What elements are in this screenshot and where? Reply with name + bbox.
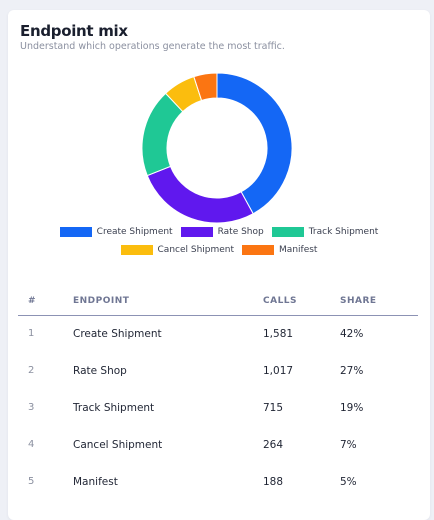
calls-cell: 188 [263, 475, 284, 488]
legend-swatch [271, 227, 304, 237]
endpoint-cell: Create Shipment [73, 327, 162, 340]
donut-slice-create-shipment[interactable] [216, 72, 293, 215]
share-cell: 7% [340, 438, 357, 451]
calls-cell: 715 [263, 401, 284, 414]
legend-swatch [242, 245, 275, 255]
legend-item[interactable]: Create Shipment [59, 227, 173, 237]
legend-label: Create Shipment [96, 227, 173, 237]
table-row: 3 Track Shipment 715 19% [18, 389, 418, 426]
card-title: Endpoint mix [20, 22, 128, 40]
endpoint-cell: Cancel Shipment [73, 438, 163, 451]
table-row: 2 Rate Shop 1,017 27% [18, 352, 418, 389]
column-header-rank: # [18, 288, 73, 316]
legend-item[interactable]: Manifest [242, 245, 317, 255]
legend-swatch [120, 245, 153, 255]
endpoint-cell: Manifest [73, 475, 118, 488]
table-row: 4 Cancel Shipment 264 7% [18, 426, 418, 463]
table-row: 1 Create Shipment 1,581 42% [18, 315, 418, 352]
column-header-endpoint: ENDPOINT [73, 288, 263, 316]
legend-swatch [59, 227, 92, 237]
calls-cell: 1,581 [263, 327, 294, 340]
card-subtitle: Understand which operations generate the… [20, 41, 285, 52]
donut-chart [141, 72, 293, 224]
share-cell: 42% [340, 327, 364, 340]
table-header-row: # ENDPOINT CALLS SHARE [18, 288, 418, 316]
legend-label: Manifest [279, 245, 318, 255]
calls-cell: 1,017 [263, 364, 294, 377]
chart-legend-row-1: Create Shipment Rate Shop Track Shipment [8, 227, 430, 237]
chart-legend-row-2: Cancel Shipment Manifest [8, 245, 430, 255]
endpoint-cell: Rate Shop [73, 364, 127, 377]
rank-cell: 1 [28, 328, 35, 340]
legend-label: Track Shipment [308, 227, 379, 237]
donut-slice-rate-shop[interactable] [146, 165, 254, 224]
endpoint-mix-card: Endpoint mix Understand which operations… [8, 10, 430, 520]
legend-label: Rate Shop [217, 227, 264, 237]
column-header-share: SHARE [340, 288, 418, 316]
legend-swatch [180, 227, 213, 237]
share-cell: 27% [340, 364, 364, 377]
share-cell: 5% [340, 475, 357, 488]
donut-slice-manifest[interactable] [193, 72, 218, 102]
table-row: 5 Manifest 188 5% [18, 463, 418, 500]
share-cell: 19% [340, 401, 364, 414]
legend-label: Cancel Shipment [157, 245, 235, 255]
endpoint-cell: Track Shipment [73, 401, 155, 414]
calls-cell: 264 [263, 438, 284, 451]
rank-cell: 5 [28, 476, 35, 487]
column-header-calls: CALLS [263, 288, 340, 316]
legend-item[interactable]: Rate Shop [180, 227, 264, 237]
rank-cell: 4 [28, 439, 35, 450]
legend-item[interactable]: Track Shipment [271, 227, 379, 237]
endpoint-table: # ENDPOINT CALLS SHARE 1 Create Shipment… [18, 288, 418, 500]
rank-cell: 3 [28, 402, 35, 413]
rank-cell: 2 [28, 365, 35, 376]
legend-item[interactable]: Cancel Shipment [120, 245, 235, 255]
